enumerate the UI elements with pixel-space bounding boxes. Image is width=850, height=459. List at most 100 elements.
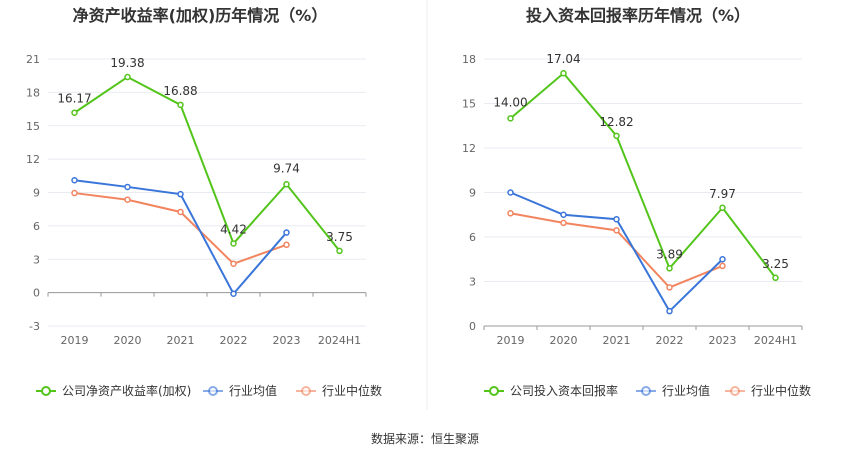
y-tick-label: 6 — [469, 231, 476, 244]
y-tick-label: 18 — [26, 86, 40, 99]
data-point[interactable] — [719, 262, 726, 270]
data-label: 9.74 — [273, 161, 300, 175]
data-point[interactable] — [71, 177, 78, 184]
legend-label: 行业中位数 — [322, 383, 382, 398]
data-point[interactable] — [124, 73, 131, 81]
y-tick-label: 0 — [469, 320, 476, 333]
chart-title: 投入资本回报率历年情况（%） — [526, 6, 750, 25]
data-point[interactable] — [719, 204, 726, 212]
series-line-1 — [73, 75, 341, 252]
data-label: 16.17 — [57, 92, 91, 106]
legend-label: 公司投入资本回报率 — [510, 383, 618, 398]
x-tick-label: 2021 — [603, 334, 631, 347]
data-point[interactable] — [507, 189, 514, 196]
data-point[interactable] — [666, 265, 673, 272]
legend-label: 行业均值 — [229, 383, 277, 398]
data-point[interactable] — [336, 247, 343, 255]
data-point[interactable] — [71, 189, 78, 197]
data-point[interactable] — [613, 227, 620, 234]
legend-label: 公司净资产收益率(加权) — [62, 383, 191, 398]
data-point[interactable] — [230, 260, 237, 267]
y-tick-label: -3 — [29, 320, 40, 333]
x-tick-label: 2022 — [656, 334, 684, 347]
data-point[interactable] — [124, 196, 131, 203]
legend-swatch-marker — [641, 386, 651, 396]
data-point[interactable] — [613, 215, 620, 223]
x-tick-label: 2020 — [550, 334, 578, 347]
x-tick-label: 2020 — [114, 334, 142, 347]
data-point[interactable] — [230, 240, 237, 247]
legend-item-1[interactable]: 公司净资产收益率(加权) — [36, 383, 191, 398]
legend-swatch-marker — [301, 386, 311, 396]
data-label: 19.38 — [110, 56, 144, 70]
series-line-2 — [510, 191, 724, 313]
legend-label: 行业均值 — [662, 383, 710, 398]
data-label: 7.97 — [709, 187, 736, 201]
series-line-3 — [74, 192, 287, 265]
x-tick-label: 2019 — [497, 334, 525, 347]
y-tick-label: 12 — [462, 142, 476, 155]
data-point[interactable] — [560, 69, 567, 77]
x-tick-label: 2023 — [273, 334, 301, 347]
legend-item-3[interactable]: 行业中位数 — [296, 383, 382, 398]
y-tick-label: 21 — [26, 53, 40, 66]
chart-panel-2: 投入资本回报率历年情况（%） 0 3 6 9 12 15 18 2019 2020 2021 2022… — [462, 6, 811, 398]
data-point[interactable] — [507, 115, 514, 122]
data-point[interactable] — [177, 190, 184, 198]
legend-swatch-marker — [208, 386, 218, 396]
data-label: 3.75 — [326, 230, 353, 244]
data-label: 14.00 — [493, 95, 527, 109]
data-point[interactable] — [666, 307, 673, 315]
x-tick-label: 2023 — [709, 334, 737, 347]
legend-swatch-marker — [41, 386, 51, 396]
y-tick-label: 3 — [469, 276, 476, 289]
y-tick-label: 6 — [33, 220, 40, 233]
data-label: 16.88 — [163, 84, 197, 98]
data-point[interactable] — [283, 241, 290, 249]
y-tick-label: 15 — [26, 120, 40, 133]
series-line-3 — [510, 212, 723, 289]
data-point[interactable] — [772, 274, 779, 282]
series-line-1 — [509, 71, 777, 279]
legend-item-3[interactable]: 行业中位数 — [725, 383, 811, 398]
data-point[interactable] — [71, 109, 78, 116]
y-tick-label: 15 — [462, 98, 476, 111]
y-tick-label: 9 — [469, 187, 476, 200]
y-tick-label: 18 — [462, 53, 476, 66]
x-tick-label: 2019 — [61, 334, 89, 347]
data-point[interactable] — [719, 256, 726, 263]
y-tick-label: 3 — [33, 253, 40, 266]
x-tick-label: 2024H1 — [318, 334, 361, 347]
data-label: 12.82 — [599, 115, 633, 129]
legend-swatch-marker — [730, 386, 740, 396]
data-point[interactable] — [507, 210, 514, 217]
data-point[interactable] — [177, 208, 184, 216]
data-label: 3.25 — [762, 257, 789, 271]
legend-item-2[interactable]: 行业均值 — [203, 383, 277, 398]
data-label: 17.04 — [546, 52, 580, 66]
x-tick-label: 2022 — [220, 334, 248, 347]
x-tick-label: 2024H1 — [754, 334, 797, 347]
legend-item-2[interactable]: 行业均值 — [636, 383, 710, 398]
data-point[interactable] — [230, 290, 237, 297]
data-point[interactable] — [666, 284, 673, 291]
legend-item-1[interactable]: 公司投入资本回报率 — [484, 383, 618, 398]
y-tick-label: 9 — [33, 187, 40, 200]
data-point[interactable] — [124, 183, 131, 191]
data-label: 4.42 — [220, 222, 247, 236]
y-tick-label: 0 — [33, 287, 40, 300]
data-point[interactable] — [283, 229, 290, 236]
legend-swatch-marker — [489, 386, 499, 396]
data-point[interactable] — [560, 219, 567, 227]
x-tick-label: 2021 — [167, 334, 195, 347]
data-source-note: 数据来源：恒生聚源 — [371, 431, 479, 446]
data-label: 3.89 — [656, 247, 683, 261]
data-point[interactable] — [613, 132, 620, 140]
legend-label: 行业中位数 — [751, 383, 811, 398]
chart-panel-1: 净资产收益率(加权)历年情况（%） -3 0 3 6 9 12 15 18 21 2019 2020 2… — [26, 6, 382, 398]
chart-title: 净资产收益率(加权)历年情况（%） — [73, 6, 328, 25]
data-point[interactable] — [560, 211, 567, 218]
data-point[interactable] — [177, 101, 184, 109]
data-point[interactable] — [283, 181, 290, 188]
